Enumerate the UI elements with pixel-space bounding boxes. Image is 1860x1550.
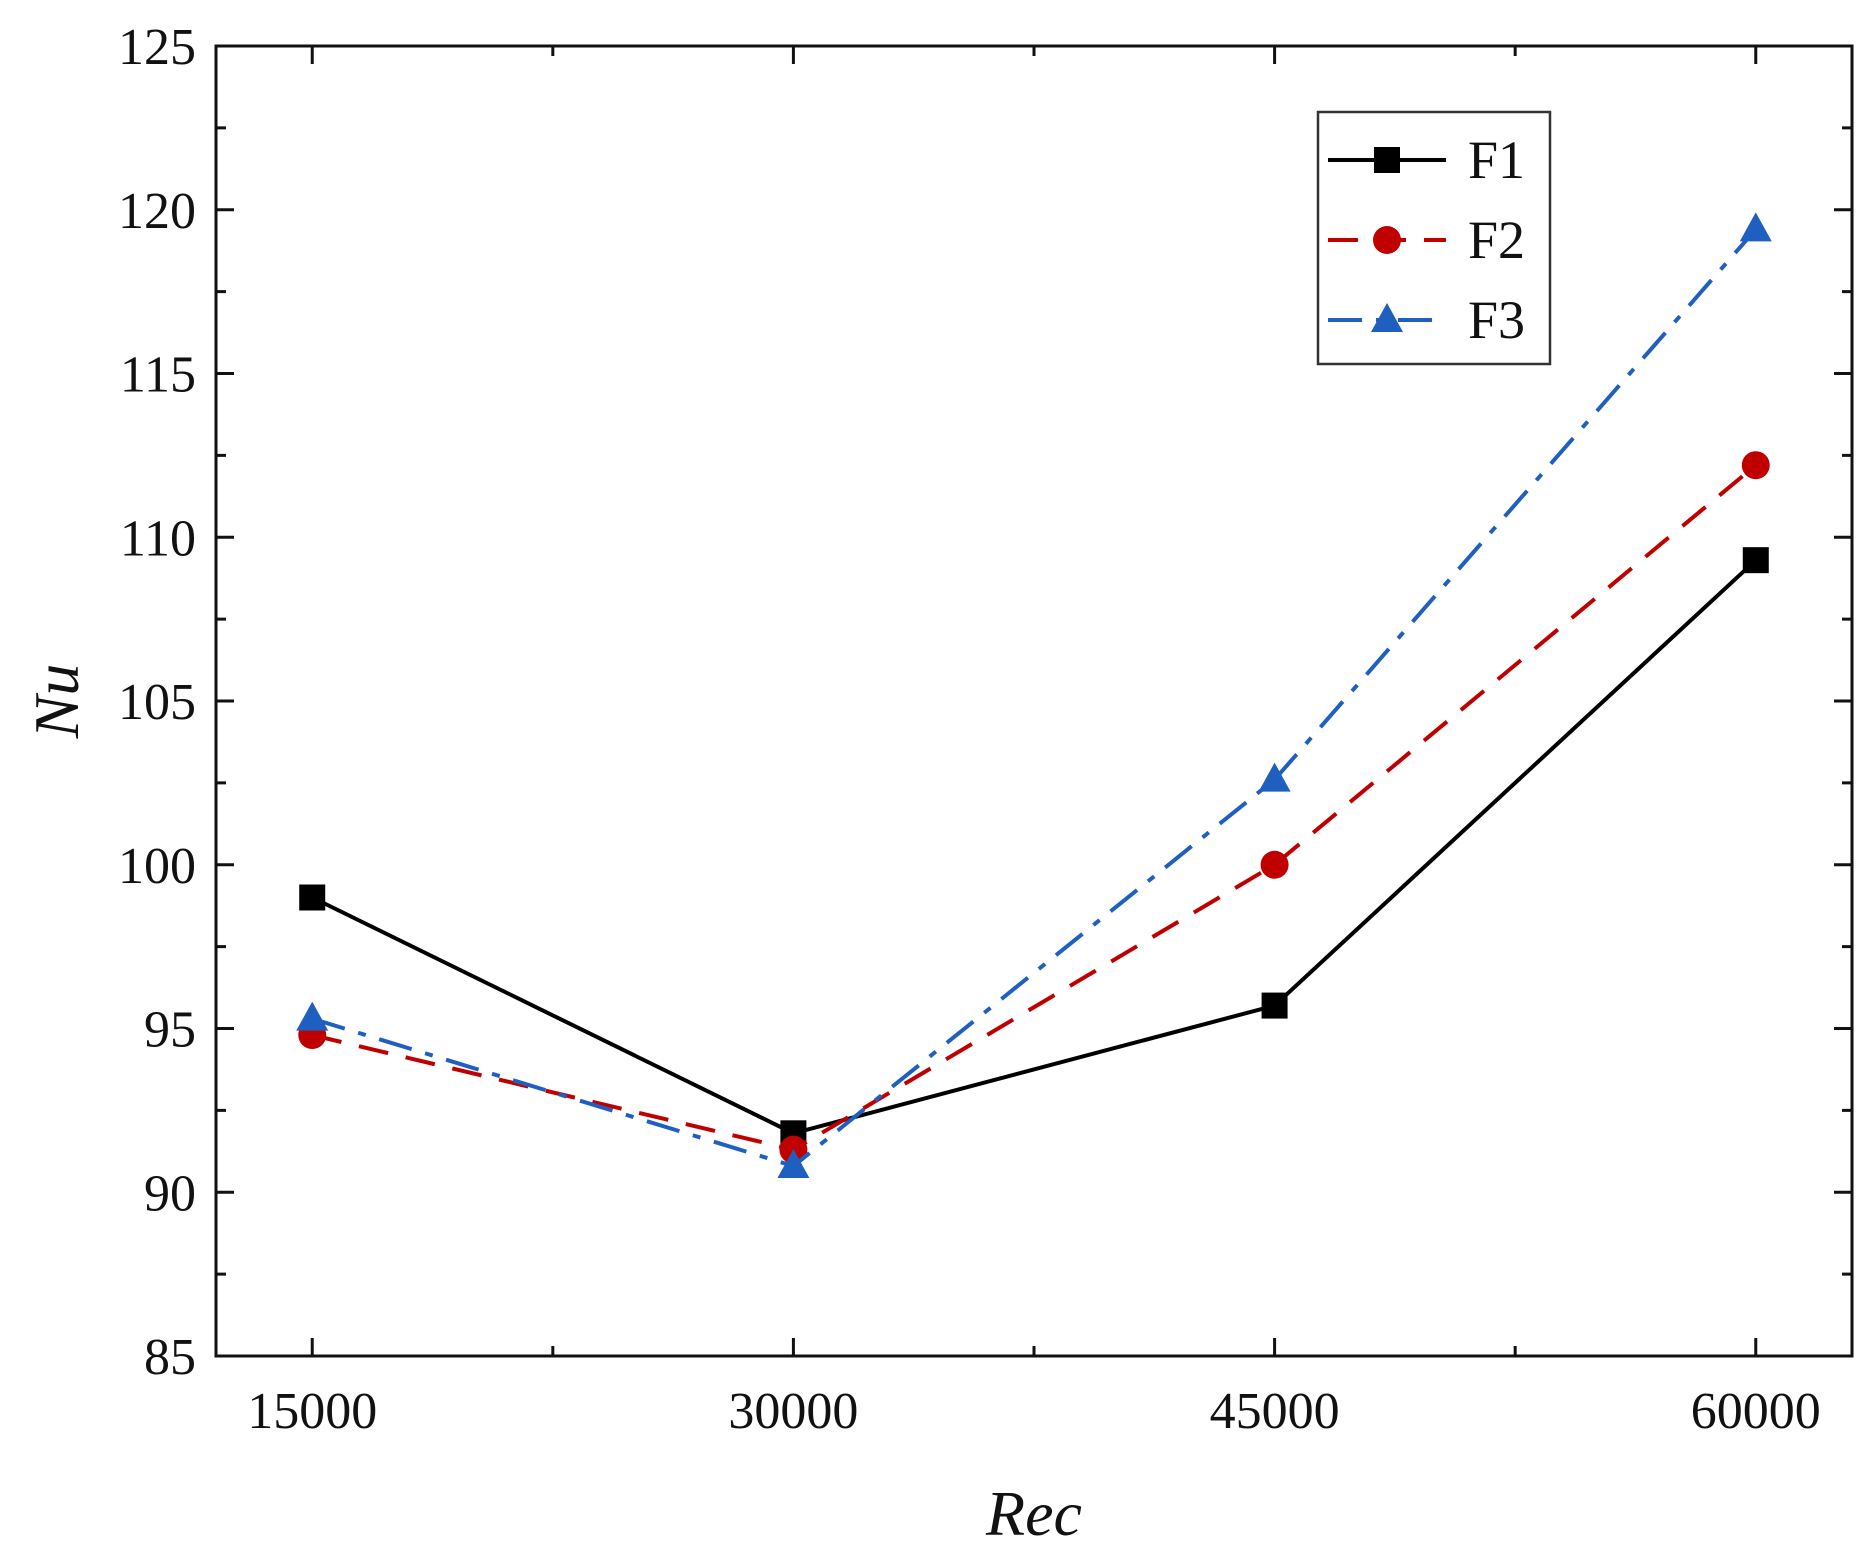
x-tick-label: 60000 xyxy=(1691,1383,1821,1440)
y-tick-label: 115 xyxy=(120,347,196,404)
legend-label-f3: F3 xyxy=(1468,290,1525,350)
x-tick-label: 30000 xyxy=(728,1383,858,1440)
series-line-f2 xyxy=(311,463,1758,1152)
y-tick-label: 125 xyxy=(118,19,196,76)
y-tick-label: 110 xyxy=(120,510,196,567)
data-point-f2 xyxy=(1260,850,1289,879)
series-line-f3 xyxy=(311,228,1758,1169)
y-axis-title: Nu xyxy=(21,664,92,740)
series-f3 xyxy=(296,212,1772,1179)
data-point-f3 xyxy=(1258,762,1291,792)
y-tick-label: 105 xyxy=(118,674,196,731)
data-point-f3 xyxy=(296,1001,329,1031)
x-tick-label: 45000 xyxy=(1210,1383,1340,1440)
data-point-f1 xyxy=(1261,992,1288,1019)
y-tick-label: 120 xyxy=(118,183,196,240)
series-f2 xyxy=(298,451,1770,1164)
data-point-f3 xyxy=(1739,212,1772,242)
plot-area-frame xyxy=(214,44,1854,1358)
legend-marker-f2 xyxy=(1373,226,1401,254)
data-point-f1 xyxy=(299,884,326,911)
legend-marker-f1 xyxy=(1374,147,1400,173)
series-layer xyxy=(296,212,1772,1179)
x-tick-label: 15000 xyxy=(247,1383,377,1440)
data-point-f3 xyxy=(777,1149,810,1179)
legend-item-f1: F1 xyxy=(1328,130,1525,190)
legend-item-f2: F2 xyxy=(1328,210,1525,270)
y-tick-label: 95 xyxy=(144,1002,196,1059)
y-tick-label: 100 xyxy=(118,838,196,895)
series-f1 xyxy=(299,547,1769,1147)
legend-item-f3: F3 xyxy=(1328,290,1525,350)
y-tick-label: 85 xyxy=(144,1329,196,1386)
legend-label-f1: F1 xyxy=(1468,130,1525,190)
data-point-f2 xyxy=(1741,451,1770,480)
series-line-f1 xyxy=(311,558,1758,1136)
data-point-f1 xyxy=(1742,547,1769,574)
legend-label-f2: F2 xyxy=(1468,210,1525,270)
legend: F1 F2 F3 xyxy=(1316,110,1552,366)
y-tick-label: 90 xyxy=(144,1165,196,1222)
axes-layer: 85 90 95 100 105 110 115 120 125 15000 30000 45000 6… xyxy=(118,19,1852,1440)
legend-marker-f3 xyxy=(1371,303,1403,332)
x-axis-title: Rec xyxy=(985,1478,1082,1549)
